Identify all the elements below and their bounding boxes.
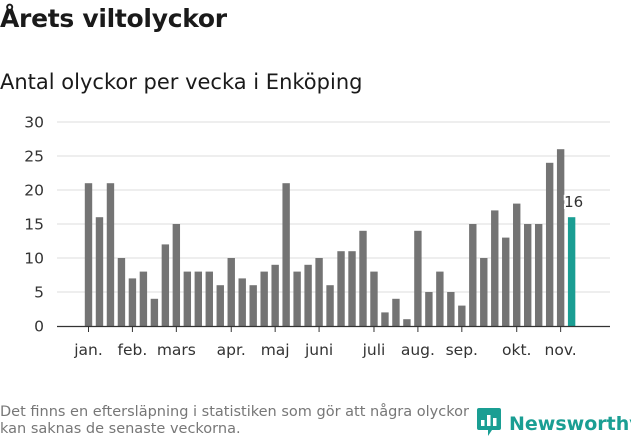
data-label: 16 [564,193,583,211]
bar [436,271,444,326]
bar [414,230,422,326]
bar [337,251,345,326]
bar [359,230,367,326]
bar [502,237,510,326]
bar [469,224,477,326]
bar [447,292,455,326]
bar [150,298,159,326]
bar [238,278,246,326]
bar [425,292,433,326]
bar [315,258,323,326]
y-tick-label: 25 [24,148,44,166]
bar [216,285,224,326]
chart-subtitle: Antal olyckor per vecka i Enköping [0,70,363,94]
bar [95,217,104,326]
newsworthy-logo[interactable]: Newsworthy [476,408,631,440]
bar [172,224,181,326]
highlight-bar [567,217,576,326]
bar [194,271,202,326]
month-label: juli [362,341,386,359]
bar [348,251,356,326]
bar [381,312,389,326]
month-label: nov. [545,341,577,359]
y-tick-label: 15 [24,216,44,234]
newsworthy-icon [476,407,502,441]
bar [282,183,290,326]
bar [161,244,170,326]
bar [183,271,192,326]
y-tick-label: 30 [24,114,44,132]
bar [403,319,411,326]
bar [491,210,499,326]
month-label: mars [157,341,196,359]
month-label: sep. [446,341,478,359]
bar-chart: 0 5 10 15 20 25 30 jan. feb. mars apr. maj juni juli a… [24,114,610,359]
bar [513,203,521,326]
bar [524,224,532,326]
y-tick-label: 0 [34,318,44,336]
month-label: jan. [73,341,103,359]
bar [249,285,257,326]
bar [227,258,235,326]
footnote: Det finns en eftersläpning i statistiken… [0,404,469,437]
bar [84,183,93,326]
y-tick-label: 20 [24,182,44,200]
bar [293,271,301,326]
bar [128,278,137,326]
chart-title: Årets viltolyckor [0,4,227,33]
bar [534,224,543,326]
bar [117,258,126,326]
bar [545,162,554,326]
brand-name: Newsworthy [509,413,631,435]
month-label: maj [261,341,290,359]
month-label: juni [304,341,333,359]
bar [304,264,312,326]
month-label: okt. [502,341,531,359]
month-label: apr. [217,341,246,359]
month-label: aug. [401,341,435,359]
bar [260,271,268,326]
bar [205,271,213,326]
y-tick-label: 5 [34,284,44,302]
bar [271,264,279,326]
bar [106,183,115,326]
bar [392,298,400,326]
y-tick-label: 10 [24,250,44,268]
bar [480,258,488,326]
bar [458,305,466,326]
bar [370,271,378,326]
bar [139,271,148,326]
bar [326,285,334,326]
bar [556,149,565,326]
month-label: feb. [118,341,148,359]
